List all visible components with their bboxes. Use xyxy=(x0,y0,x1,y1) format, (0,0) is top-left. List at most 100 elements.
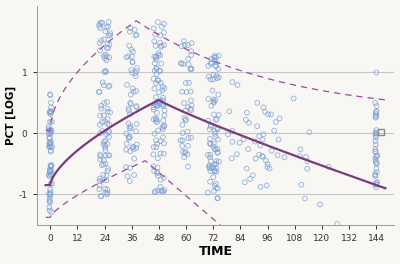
Point xyxy=(47,93,54,97)
Point xyxy=(153,95,159,99)
Point xyxy=(303,155,309,159)
Point xyxy=(132,71,138,75)
Point xyxy=(276,116,283,120)
Point xyxy=(151,86,158,91)
Point xyxy=(156,101,163,105)
Point xyxy=(213,159,219,163)
Point xyxy=(178,44,185,48)
Point xyxy=(215,67,222,71)
Point xyxy=(208,62,214,66)
Point xyxy=(274,153,281,157)
Point xyxy=(262,110,268,114)
Point xyxy=(156,69,162,73)
Point xyxy=(264,165,270,169)
Point xyxy=(48,131,54,135)
Point xyxy=(372,114,379,118)
Point xyxy=(46,191,52,196)
Point xyxy=(133,105,140,109)
Point xyxy=(47,192,54,196)
Point xyxy=(161,86,168,91)
Point xyxy=(97,48,103,53)
Point xyxy=(47,169,54,174)
Point xyxy=(123,131,130,136)
Point xyxy=(126,44,132,48)
Point xyxy=(158,102,165,107)
Point xyxy=(372,101,378,105)
Point xyxy=(97,157,104,162)
Point xyxy=(103,173,110,177)
Point xyxy=(104,191,111,195)
Point xyxy=(153,138,159,142)
Point xyxy=(373,167,380,171)
Point xyxy=(97,153,103,157)
Point xyxy=(207,166,213,171)
Point xyxy=(334,222,340,226)
Point xyxy=(126,121,132,125)
Point xyxy=(102,187,108,191)
Point xyxy=(47,142,53,147)
Point xyxy=(240,137,247,142)
Point xyxy=(159,188,165,193)
Point xyxy=(104,169,111,173)
Point xyxy=(104,110,111,114)
Point xyxy=(99,178,106,182)
Point xyxy=(373,110,379,114)
Point xyxy=(159,25,165,29)
Point xyxy=(127,166,133,170)
Point xyxy=(188,41,195,45)
Point xyxy=(188,89,194,94)
Point xyxy=(158,45,164,49)
Point xyxy=(107,33,113,37)
Point xyxy=(46,127,52,131)
Point xyxy=(101,37,107,41)
Point xyxy=(105,167,111,171)
Point xyxy=(153,119,159,123)
Point xyxy=(96,22,103,26)
Point xyxy=(103,132,110,136)
Point xyxy=(123,148,129,152)
Point xyxy=(46,205,52,209)
Point xyxy=(130,90,137,94)
Point xyxy=(214,126,220,130)
Point xyxy=(214,147,221,151)
Point xyxy=(124,142,130,146)
Point xyxy=(157,139,164,143)
Point xyxy=(154,104,161,108)
Point xyxy=(151,39,158,43)
Point xyxy=(263,158,269,163)
Point xyxy=(208,142,214,147)
Point xyxy=(48,105,54,110)
Point xyxy=(48,165,54,169)
Point xyxy=(160,102,166,107)
Point xyxy=(150,152,156,157)
Point xyxy=(159,125,166,129)
Point xyxy=(127,135,133,139)
Point xyxy=(97,131,104,135)
Point xyxy=(48,145,54,149)
Point xyxy=(159,88,166,93)
Point xyxy=(48,181,54,186)
Point xyxy=(161,188,168,192)
Point xyxy=(100,142,107,146)
Point xyxy=(212,135,219,139)
Point xyxy=(153,100,160,105)
Point xyxy=(372,149,378,153)
Point xyxy=(133,69,140,73)
Point xyxy=(46,136,52,140)
Point xyxy=(129,60,136,64)
Point xyxy=(234,83,241,87)
Point xyxy=(208,57,215,61)
Point xyxy=(185,136,192,140)
Point xyxy=(153,66,160,70)
Point xyxy=(152,69,158,73)
Point xyxy=(178,138,184,143)
Point xyxy=(129,71,135,75)
Point xyxy=(47,140,53,144)
Point xyxy=(178,61,185,65)
Point xyxy=(229,140,236,144)
Point xyxy=(104,107,111,111)
Point xyxy=(270,239,276,243)
Point xyxy=(260,132,267,136)
Point xyxy=(156,90,162,94)
Point xyxy=(206,165,212,169)
